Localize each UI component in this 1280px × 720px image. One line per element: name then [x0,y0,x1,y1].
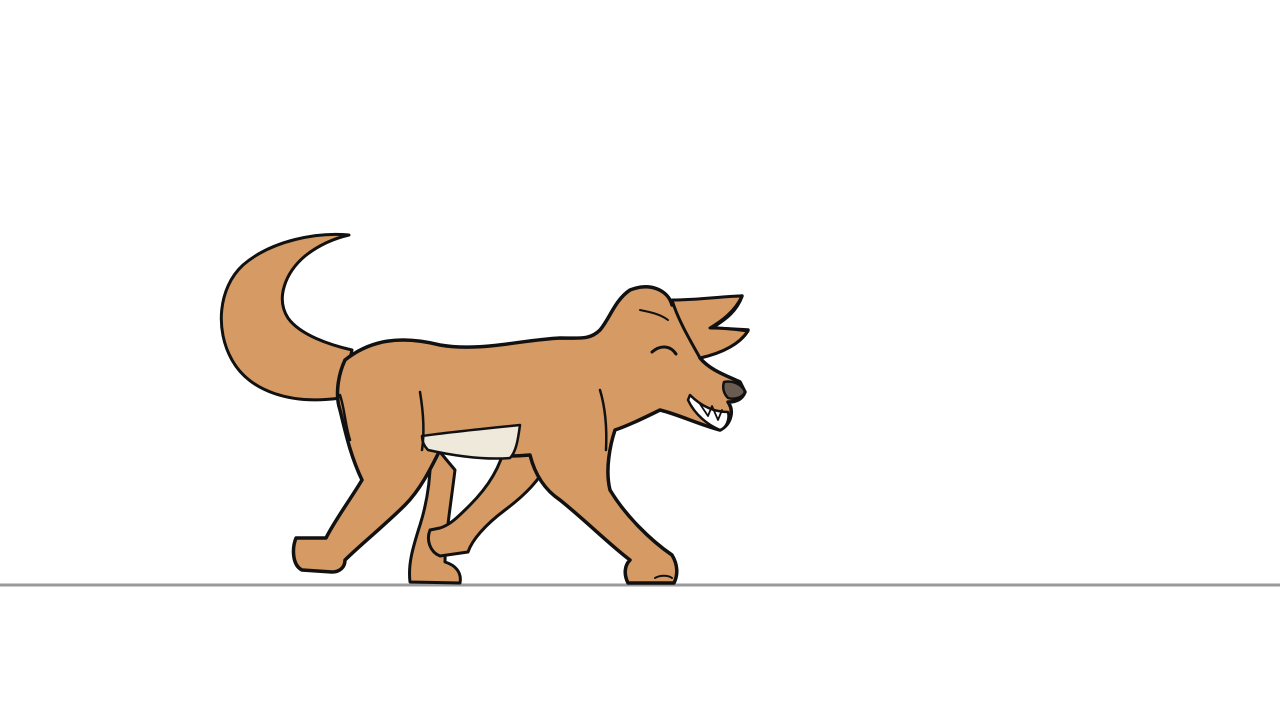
dog-illustration [219,232,750,585]
dog-body [291,285,750,585]
dog-belly [420,423,522,460]
dog-eye-closed [650,345,678,356]
dog-mouth [686,393,730,432]
dog-paw-line [654,574,673,579]
dog-front-leg-far [426,443,550,558]
dog-tail [219,232,354,402]
dog-teeth-line [699,403,723,421]
dog-ear [670,294,750,360]
dog-shoulder-line [598,388,608,452]
dog-hip-line [338,393,352,442]
dog-nose [721,380,747,400]
dog-brow-line [639,309,669,321]
dog-hind-leg-line [418,390,425,452]
